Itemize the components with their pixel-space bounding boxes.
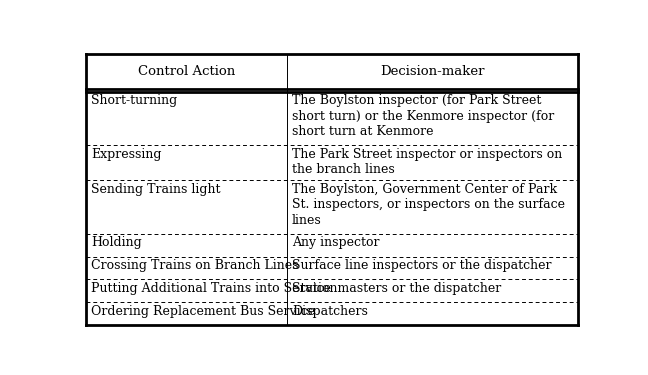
- Text: The Boylston, Government Center of Park
St. inspectors, or inspectors on the sur: The Boylston, Government Center of Park …: [292, 183, 565, 227]
- Text: Expressing: Expressing: [91, 148, 161, 161]
- Text: Any inspector: Any inspector: [292, 236, 379, 249]
- Text: Control Action: Control Action: [138, 64, 235, 78]
- Text: Putting Additional Trains into Service: Putting Additional Trains into Service: [91, 282, 331, 295]
- Text: Decision-maker: Decision-maker: [380, 64, 485, 78]
- Text: Ordering Replacement Bus Service: Ordering Replacement Bus Service: [91, 304, 315, 318]
- Text: Short-turning: Short-turning: [91, 94, 178, 108]
- Text: Dispatchers: Dispatchers: [292, 304, 367, 318]
- Text: Stationmasters or the dispatcher: Stationmasters or the dispatcher: [292, 282, 501, 295]
- Text: Crossing Trains on Branch Lines: Crossing Trains on Branch Lines: [91, 259, 299, 272]
- Text: The Park Street inspector or inspectors on
the branch lines: The Park Street inspector or inspectors …: [292, 148, 562, 176]
- Text: Surface line inspectors or the dispatcher: Surface line inspectors or the dispatche…: [292, 259, 551, 272]
- Text: The Boylston inspector (for Park Street
short turn) or the Kenmore inspector (fo: The Boylston inspector (for Park Street …: [292, 94, 554, 138]
- Text: Holding: Holding: [91, 236, 142, 249]
- Text: Sending Trains light: Sending Trains light: [91, 183, 220, 196]
